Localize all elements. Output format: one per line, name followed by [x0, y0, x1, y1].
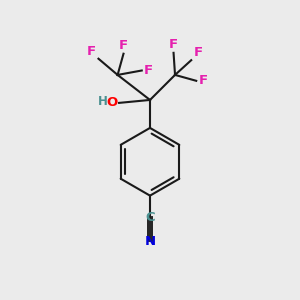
Text: N: N	[144, 235, 156, 248]
Text: F: F	[87, 44, 96, 58]
Text: F: F	[199, 74, 208, 87]
Text: O: O	[106, 96, 118, 109]
Text: F: F	[144, 64, 153, 77]
Text: C: C	[145, 211, 155, 224]
Text: F: F	[119, 39, 128, 52]
Text: F: F	[194, 46, 203, 59]
Text: H: H	[98, 95, 108, 108]
Text: F: F	[169, 38, 178, 51]
